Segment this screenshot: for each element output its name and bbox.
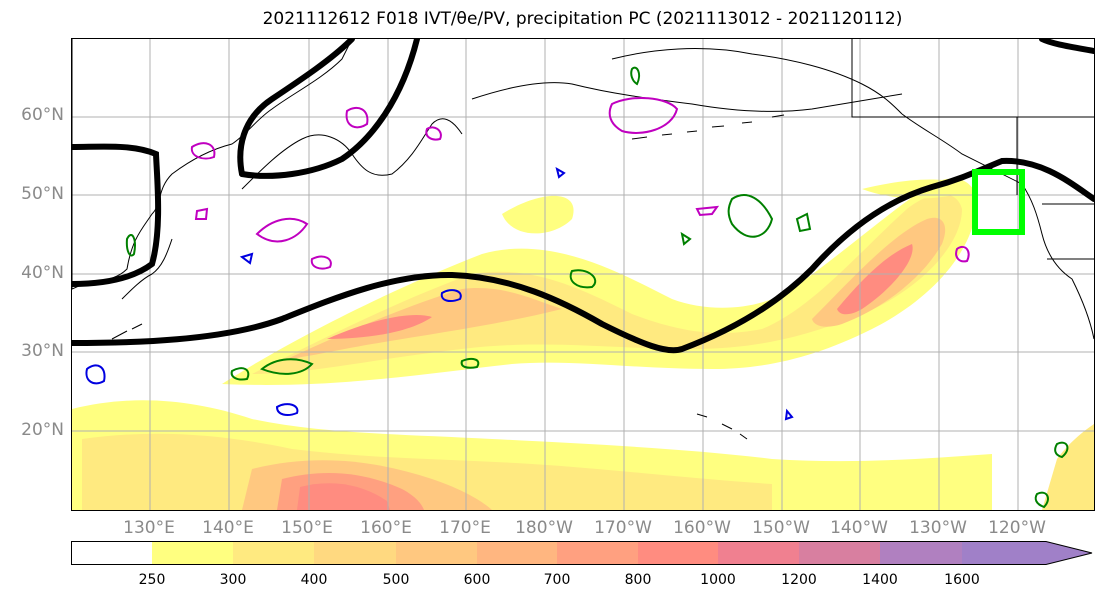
colorbar-tick-250: 250 — [138, 572, 166, 588]
lon-label-140w: 140°W — [830, 518, 888, 538]
colorbar-tick-800: 800 — [624, 572, 652, 588]
colorbar-segment — [396, 541, 477, 565]
lon-label-160e: 160°E — [360, 518, 412, 538]
map-title: 2021112612 F018 IVT/θe/PV, precipitation… — [262, 9, 903, 29]
lon-label-150w: 150°W — [752, 518, 810, 538]
colorbar-tick-500: 500 — [382, 572, 410, 588]
lat-label-60n: 60°N — [21, 105, 64, 125]
colorbar-tick-1200: 1200 — [781, 572, 817, 588]
map-canvas — [72, 39, 1094, 510]
theta-e-contours — [72, 39, 1094, 354]
colorbar-outline — [71, 541, 1093, 565]
target-region-box[interactable] — [972, 169, 1025, 235]
lon-label-150e: 150°E — [281, 518, 333, 538]
coastlines — [72, 39, 1094, 440]
colorbar-segment — [152, 541, 233, 565]
colorbar-segment — [638, 541, 718, 565]
colorbar-segment — [799, 541, 880, 565]
lon-label-160w: 160°W — [673, 518, 731, 538]
colorbar-tick-1600: 1600 — [944, 572, 980, 588]
colorbar-segment — [71, 541, 152, 565]
colorbar-segment — [233, 541, 314, 565]
colorbar-tick-1400: 1400 — [862, 572, 898, 588]
lon-label-130e: 130°E — [123, 518, 175, 538]
lon-label-170w: 170°W — [594, 518, 652, 538]
graticule — [72, 39, 1094, 510]
colorbar-tick-300: 300 — [219, 572, 247, 588]
colorbar-segment — [314, 541, 396, 565]
pv-contours-blue — [85, 166, 794, 421]
lon-label-120w: 120°W — [988, 518, 1046, 538]
lat-label-40n: 40°N — [21, 263, 64, 283]
colorbar-segment — [880, 541, 962, 565]
lon-label-140e: 140°E — [202, 518, 254, 538]
lat-label-20n: 20°N — [21, 420, 64, 440]
ivt-colorbar — [71, 541, 1093, 565]
colorbar-segment — [557, 541, 638, 565]
pv-contours-magenta — [190, 97, 970, 270]
lon-label-180w: 180°W — [515, 518, 573, 538]
map-panel[interactable] — [71, 38, 1095, 511]
lon-label-170e: 170°E — [439, 518, 491, 538]
lon-label-130w: 130°W — [909, 518, 967, 538]
pv-contours-green — [125, 66, 1069, 509]
colorbar-tick-700: 700 — [543, 572, 571, 588]
colorbar-segment — [962, 541, 1092, 565]
colorbar-segment — [477, 541, 557, 565]
ivt-shading — [72, 178, 1094, 510]
colorbar-tick-600: 600 — [463, 572, 491, 588]
lat-label-30n: 30°N — [21, 341, 64, 361]
colorbar-tick-400: 400 — [300, 572, 328, 588]
colorbar-svg — [71, 541, 1093, 565]
colorbar-tick-1000: 1000 — [700, 572, 736, 588]
lat-label-50n: 50°N — [21, 184, 64, 204]
colorbar-segment — [718, 541, 799, 565]
